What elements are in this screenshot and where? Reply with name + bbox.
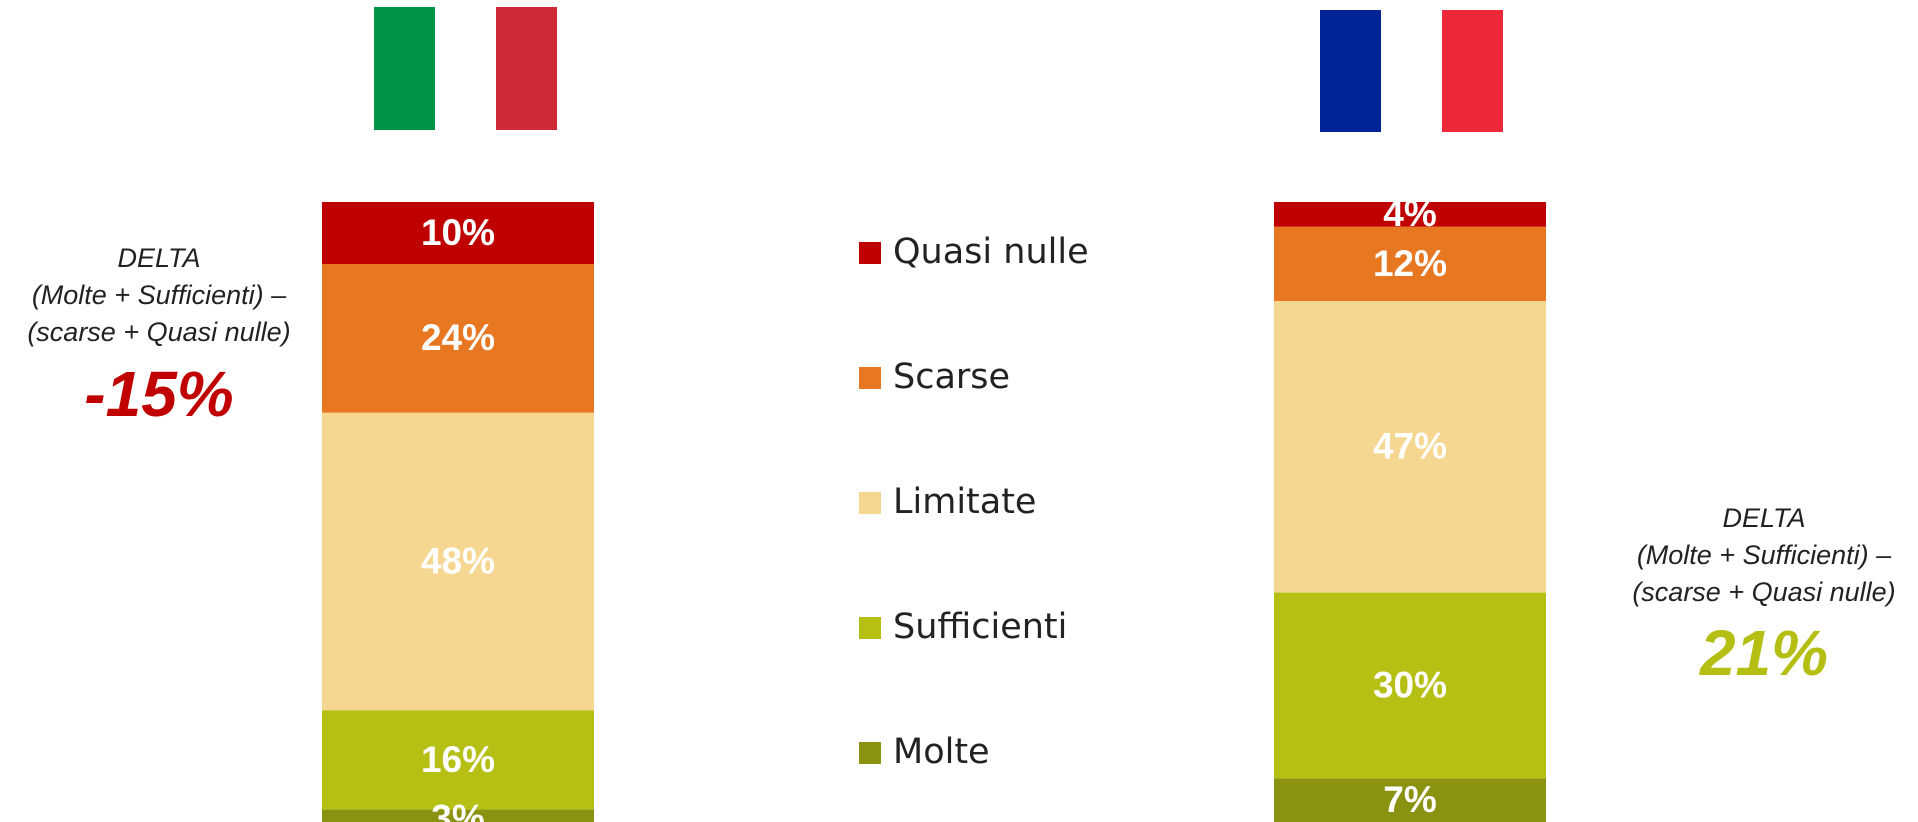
legend-swatch	[859, 742, 881, 764]
flag-italy-red	[496, 7, 557, 130]
legend-swatch	[859, 617, 881, 639]
data-label: 47%	[1373, 426, 1447, 467]
bar-segment	[1274, 202, 1546, 227]
annotation-text: (Molte + Sufficienti) –	[32, 280, 287, 310]
legend-swatch	[859, 492, 881, 514]
bar-segment	[1274, 778, 1546, 822]
annotation-text: DELTA	[1722, 503, 1805, 533]
annotation-text: (scarse + Quasi nulle)	[27, 317, 290, 347]
legend-swatch	[859, 242, 881, 264]
legend-label: Molte	[893, 732, 990, 772]
bar-segment	[322, 202, 594, 264]
annotation-text: (Molte + Sufficienti) –	[1637, 540, 1892, 570]
data-label: 3%	[431, 798, 484, 822]
flag-france-blue	[1320, 10, 1381, 132]
bar-segment	[1274, 592, 1546, 779]
data-label: 10%	[421, 212, 495, 253]
bar-segment	[322, 809, 594, 822]
bar-segment	[322, 710, 594, 810]
annotation-text: (scarse + Quasi nulle)	[1632, 577, 1895, 607]
legend-swatch	[859, 367, 881, 389]
flag-france-red	[1442, 10, 1503, 132]
data-label: 16%	[421, 739, 495, 780]
data-label: 7%	[1383, 779, 1436, 820]
legend-label: Quasi nulle	[893, 232, 1089, 272]
bar-segment	[322, 264, 594, 413]
delta-value: 21%	[1699, 617, 1828, 689]
legend-label: Scarse	[893, 357, 1010, 397]
bar-segment	[1274, 226, 1546, 302]
annotation-text: DELTA	[117, 243, 200, 273]
data-label: 12%	[1373, 243, 1447, 284]
bar-segment	[1274, 301, 1546, 593]
data-label: 30%	[1373, 664, 1447, 705]
legend-label: Sufficienti	[893, 607, 1067, 647]
delta-value: -15%	[84, 358, 233, 430]
data-label: 24%	[421, 317, 495, 358]
flag-italy-green	[374, 7, 435, 130]
legend-label: Limitate	[893, 482, 1036, 522]
bar-segment	[322, 412, 594, 711]
data-label: 48%	[421, 540, 495, 581]
